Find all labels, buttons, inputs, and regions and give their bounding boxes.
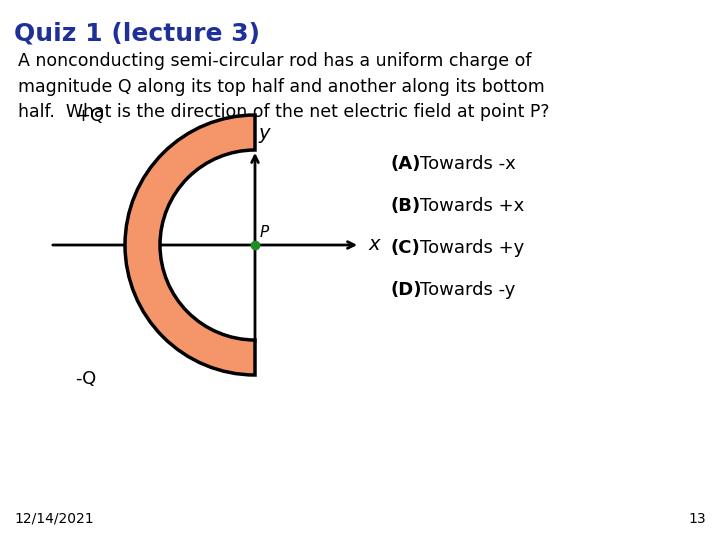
Text: y: y xyxy=(258,124,269,143)
Text: Quiz 1 (lecture 3): Quiz 1 (lecture 3) xyxy=(14,22,260,46)
Wedge shape xyxy=(125,115,255,375)
Text: A nonconducting semi-circular rod has a uniform charge of
magnitude Q along its : A nonconducting semi-circular rod has a … xyxy=(18,52,549,122)
Text: (D): (D) xyxy=(390,281,421,299)
Text: 12/14/2021: 12/14/2021 xyxy=(14,512,94,526)
Text: Towards +x: Towards +x xyxy=(420,197,524,215)
Text: Towards +y: Towards +y xyxy=(420,239,524,257)
Text: Towards -x: Towards -x xyxy=(420,155,516,173)
Text: +Q: +Q xyxy=(75,107,104,125)
Text: -Q: -Q xyxy=(75,370,96,388)
Text: (C): (C) xyxy=(390,239,420,257)
Text: Towards -y: Towards -y xyxy=(420,281,516,299)
Text: (A): (A) xyxy=(390,155,420,173)
Text: P: P xyxy=(260,225,269,240)
Text: x: x xyxy=(368,235,379,254)
Text: (B): (B) xyxy=(390,197,420,215)
Text: 13: 13 xyxy=(688,512,706,526)
